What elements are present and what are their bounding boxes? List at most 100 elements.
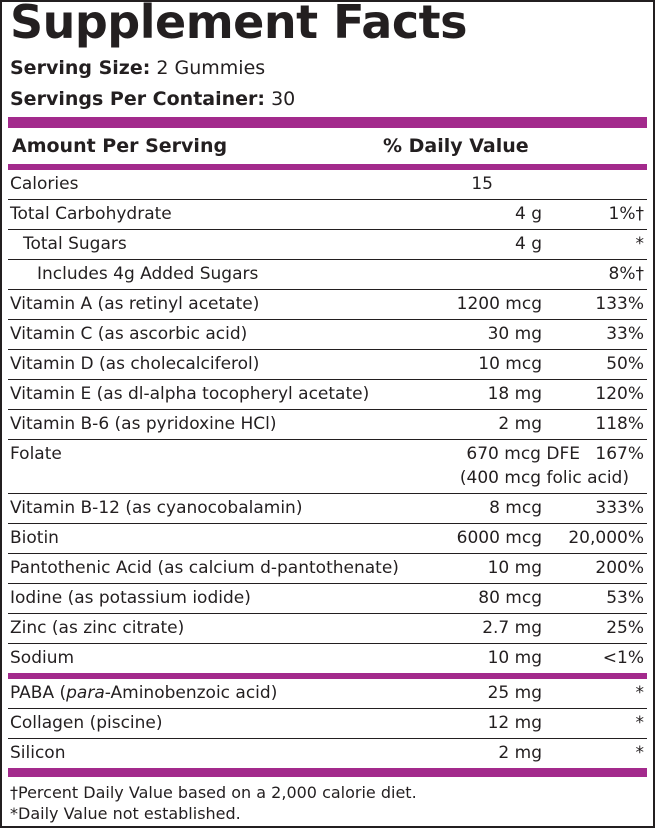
nutrient-amount: 2 mg bbox=[498, 743, 542, 763]
section-divider-bar bbox=[8, 673, 647, 679]
row-divider bbox=[8, 229, 647, 230]
row-vitamin-e: Vitamin E (as dl-alpha tocopheryl acetat… bbox=[2, 380, 653, 410]
nutrient-name: Iodine (as potassium iodide) bbox=[10, 588, 251, 608]
nutrient-name: PABA (para-Aminobenzoic acid) bbox=[10, 681, 277, 705]
servings-per-container-label: Servings Per Container: bbox=[10, 88, 266, 110]
nutrient-name: Pantothenic Acid (as calcium d-pantothen… bbox=[10, 558, 399, 578]
row-divider bbox=[8, 493, 647, 494]
row-iodine: Iodine (as potassium iodide) 80 mcg 53% bbox=[2, 584, 653, 614]
name-italic-part: para bbox=[66, 683, 105, 703]
row-divider bbox=[8, 523, 647, 524]
nutrient-name: Sodium bbox=[10, 648, 75, 668]
column-header-row: Amount Per Serving % Daily Value bbox=[2, 129, 653, 163]
row-divider bbox=[8, 643, 647, 644]
nutrient-name: Vitamin E (as dl-alpha tocopheryl acetat… bbox=[10, 384, 370, 404]
row-divider bbox=[8, 409, 647, 410]
serving-size-value: 2 Gummies bbox=[156, 57, 266, 79]
nutrient-name: Total Sugars bbox=[23, 234, 127, 254]
row-divider bbox=[8, 738, 647, 739]
nutrient-name: Biotin bbox=[10, 528, 59, 548]
name-part: -Aminobenzoic acid) bbox=[104, 683, 278, 703]
nutrient-dv: 8%† bbox=[608, 264, 644, 284]
row-vitamin-d: Vitamin D (as cholecalciferol) 10 mcg 50… bbox=[2, 350, 653, 380]
nutrient-dv: 33% bbox=[606, 324, 644, 344]
nutrient-dv: * bbox=[635, 743, 645, 763]
nutrient-name: Vitamin B-6 (as pyridoxine HCl) bbox=[10, 414, 277, 434]
row-silicon: Silicon 2 mg * bbox=[2, 739, 653, 769]
row-divider bbox=[8, 553, 647, 554]
nutrient-dv: 25% bbox=[606, 618, 644, 638]
serving-size-label: Serving Size: bbox=[10, 57, 151, 79]
nutrient-dv: * bbox=[635, 234, 645, 254]
nutrient-dv: * bbox=[635, 713, 645, 733]
row-biotin: Biotin 6000 mcg 20,000% bbox=[2, 524, 653, 554]
nutrient-amount: 2.7 mg bbox=[482, 618, 542, 638]
nutrient-name: Vitamin C (as ascorbic acid) bbox=[10, 324, 248, 344]
nutrient-dv: 200% bbox=[595, 558, 644, 578]
header-divider-bar bbox=[8, 164, 647, 170]
row-sodium: Sodium 10 mg <1% bbox=[2, 644, 653, 674]
row-paba: PABA (para-Aminobenzoic acid) 25 mg * bbox=[2, 679, 653, 709]
nutrient-dv: 167% bbox=[595, 444, 644, 464]
bottom-divider-bar bbox=[8, 768, 647, 777]
nutrient-dv: <1% bbox=[602, 648, 644, 668]
row-zinc: Zinc (as zinc citrate) 2.7 mg 25% bbox=[2, 614, 653, 644]
nutrient-dv: 118% bbox=[595, 414, 644, 434]
nutrient-name: Silicon bbox=[10, 743, 66, 763]
nutrient-name: Vitamin A (as retinyl acetate) bbox=[10, 294, 260, 314]
nutrient-name: Collagen (piscine) bbox=[10, 713, 163, 733]
serving-size: Serving Size: 2 Gummies bbox=[10, 55, 265, 81]
servings-per-container: Servings Per Container: 30 bbox=[10, 86, 295, 112]
name-part: PABA ( bbox=[10, 683, 67, 703]
nutrient-amount: 10 mg bbox=[487, 558, 542, 578]
nutrient-dv: * bbox=[635, 683, 645, 703]
row-divider bbox=[8, 439, 647, 440]
row-added-sugars: Includes 4g Added Sugars 8%† bbox=[2, 260, 653, 290]
servings-per-container-value: 30 bbox=[271, 88, 296, 110]
nutrient-dv: 20,000% bbox=[568, 528, 644, 548]
nutrient-dv: 53% bbox=[606, 588, 644, 608]
nutrient-amount: 30 mg bbox=[487, 324, 542, 344]
row-vitamin-b6: Vitamin B-6 (as pyridoxine HCl) 2 mg 118… bbox=[2, 410, 653, 440]
nutrient-dv: 133% bbox=[595, 294, 644, 314]
row-calories: Calories 15 bbox=[2, 170, 653, 200]
row-divider bbox=[8, 289, 647, 290]
top-divider-bar bbox=[8, 117, 647, 128]
nutrient-amount: 8 mcg bbox=[489, 498, 542, 518]
nutrient-amount: 4 g bbox=[514, 234, 542, 254]
nutrient-amount: 2 mg bbox=[498, 414, 542, 434]
nutrient-name: Vitamin D (as cholecalciferol) bbox=[10, 354, 260, 374]
nutrient-amount: 6000 mcg bbox=[456, 528, 542, 548]
footnote-daily-value: †Percent Daily Value based on a 2,000 ca… bbox=[10, 783, 417, 802]
nutrient-amount: 1200 mcg bbox=[456, 294, 542, 314]
nutrient-dv: 50% bbox=[606, 354, 644, 374]
nutrient-amount: 12 mg bbox=[487, 713, 542, 733]
row-divider bbox=[8, 613, 647, 614]
row-divider bbox=[8, 379, 647, 380]
row-collagen: Collagen (piscine) 12 mg * bbox=[2, 709, 653, 739]
row-vitamin-c: Vitamin C (as ascorbic acid) 30 mg 33% bbox=[2, 320, 653, 350]
row-total-carbohydrate: Total Carbohydrate 4 g 1%† bbox=[2, 200, 653, 230]
row-divider bbox=[8, 259, 647, 260]
nutrient-sub-amount: (400 mcg folic acid) bbox=[459, 468, 629, 488]
nutrient-amount: 4 g bbox=[514, 204, 542, 224]
nutrient-name: Zinc (as zinc citrate) bbox=[10, 618, 185, 638]
nutrient-name: Total Carbohydrate bbox=[10, 204, 172, 224]
nutrient-amount: 670 mcg DFE bbox=[466, 444, 580, 464]
row-divider bbox=[8, 708, 647, 709]
nutrient-dv: 333% bbox=[595, 498, 644, 518]
row-total-sugars: Total Sugars 4 g * bbox=[2, 230, 653, 260]
row-vitamin-a: Vitamin A (as retinyl acetate) 1200 mcg … bbox=[2, 290, 653, 320]
nutrient-amount: 10 mg bbox=[487, 648, 542, 668]
nutrient-amount: 10 mcg bbox=[478, 354, 542, 374]
nutrient-name: Folate bbox=[10, 444, 62, 464]
nutrient-name: Vitamin B-12 (as cyanocobalamin) bbox=[10, 498, 303, 518]
nutrient-name: Calories bbox=[10, 174, 79, 194]
nutrient-dv: 120% bbox=[595, 384, 644, 404]
nutrient-dv: 1%† bbox=[608, 204, 644, 224]
row-folate: Folate 670 mcg DFE 167% (400 mcg folic a… bbox=[2, 440, 653, 494]
nutrient-name: Includes 4g Added Sugars bbox=[37, 264, 259, 284]
nutrient-amount: 80 mcg bbox=[478, 588, 542, 608]
row-vitamin-b12: Vitamin B-12 (as cyanocobalamin) 8 mcg 3… bbox=[2, 494, 653, 524]
